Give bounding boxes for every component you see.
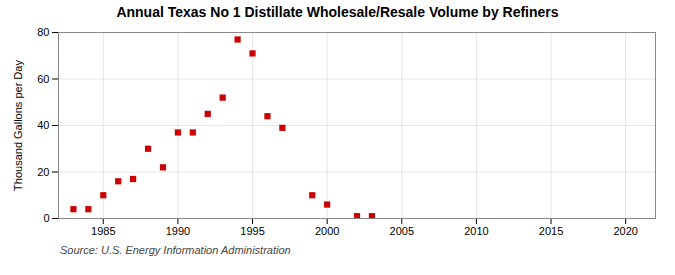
svg-text:2010: 2010 [464,225,488,237]
svg-text:1990: 1990 [166,225,190,237]
svg-text:1995: 1995 [240,225,264,237]
svg-text:60: 60 [37,73,49,85]
html-text:Annual Texas No 1 Distillate W: Annual Texas No 1 Distillate Wholesale/R… [116,4,559,20]
html-text:Source: U.S. Energy Informatio: Source: U.S. Energy Information Administ… [60,244,291,256]
svg-text:2020: 2020 [613,225,637,237]
svg-text:Thousand Gallons per Day: Thousand Gallons per Day [12,60,24,191]
svg-text:80: 80 [37,26,49,38]
svg-text:1985: 1985 [91,225,115,237]
svg-text:2000: 2000 [315,225,339,237]
svg-text:2015: 2015 [539,225,563,237]
svg-text:40: 40 [37,119,49,131]
svg-text:0: 0 [43,212,49,224]
svg-text:2005: 2005 [390,225,414,237]
svg-text:20: 20 [37,166,49,178]
